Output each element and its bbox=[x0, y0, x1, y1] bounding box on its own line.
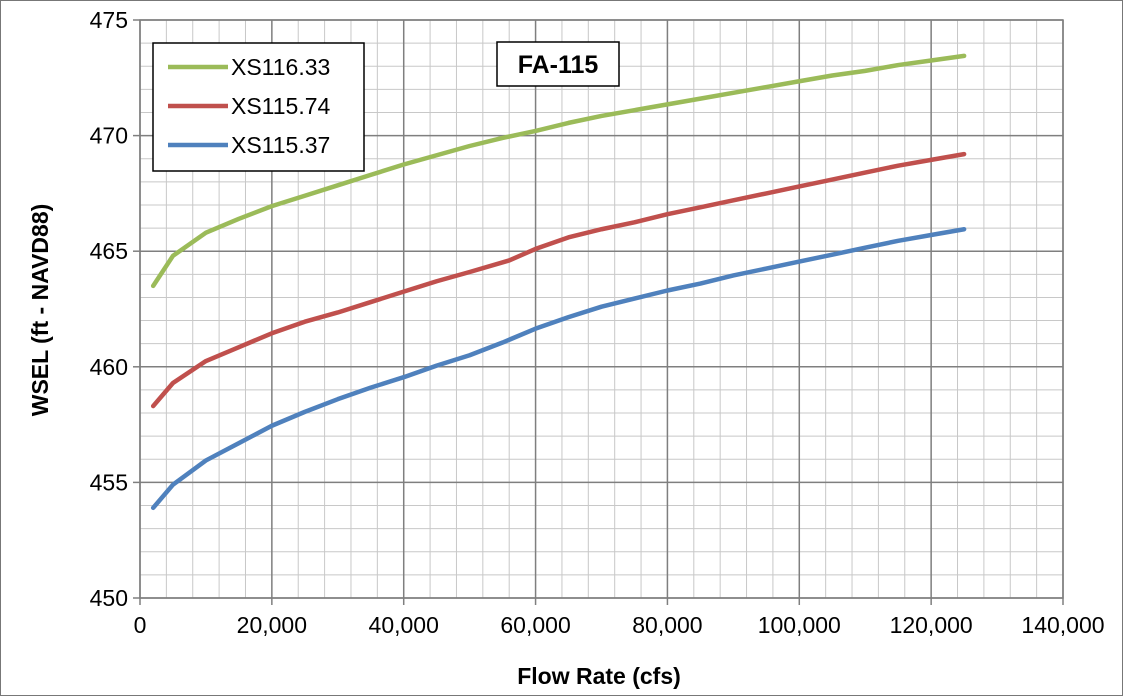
x-axis-title: Flow Rate (cfs) bbox=[517, 663, 681, 689]
legend-label: XS116.33 bbox=[231, 54, 330, 80]
x-tick-label: 60,000 bbox=[500, 612, 570, 638]
x-tick-label: 40,000 bbox=[369, 612, 439, 638]
y-axis-title: WSEL (ft - NAVD88) bbox=[27, 204, 53, 417]
y-axis-ticks: 450 455 460 465 470 475 bbox=[90, 7, 140, 611]
annotation-box: FA-115 bbox=[496, 41, 620, 87]
series-layer bbox=[150, 53, 967, 511]
x-tick-label: 20,000 bbox=[237, 612, 307, 638]
x-tick-label: 100,000 bbox=[758, 612, 841, 638]
series-line bbox=[150, 226, 967, 511]
legend: XS116.33 XS115.74 XS115.37 bbox=[152, 42, 365, 172]
y-tick-label: 450 bbox=[90, 585, 128, 611]
y-tick-label: 475 bbox=[90, 7, 128, 33]
plot-frame bbox=[139, 19, 1064, 599]
x-tick-label: 0 bbox=[134, 612, 147, 638]
annotation-label: FA-115 bbox=[518, 51, 599, 79]
y-tick-label: 455 bbox=[90, 469, 128, 495]
y-tick-label: 465 bbox=[90, 238, 128, 264]
series-line bbox=[150, 53, 967, 289]
series-line bbox=[150, 151, 967, 409]
y-tick-label: 470 bbox=[90, 123, 128, 149]
legend-label: XS115.37 bbox=[231, 132, 330, 158]
y-tick-label: 460 bbox=[90, 354, 128, 380]
x-tick-label: 140,000 bbox=[1021, 612, 1104, 638]
legend-label: XS115.74 bbox=[231, 93, 331, 119]
x-axis-ticks: 0 20,000 40,000 60,000 80,000 100,000 120,000 1… bbox=[134, 598, 1105, 638]
x-tick-label: 120,000 bbox=[890, 612, 973, 638]
x-tick-label: 80,000 bbox=[632, 612, 702, 638]
